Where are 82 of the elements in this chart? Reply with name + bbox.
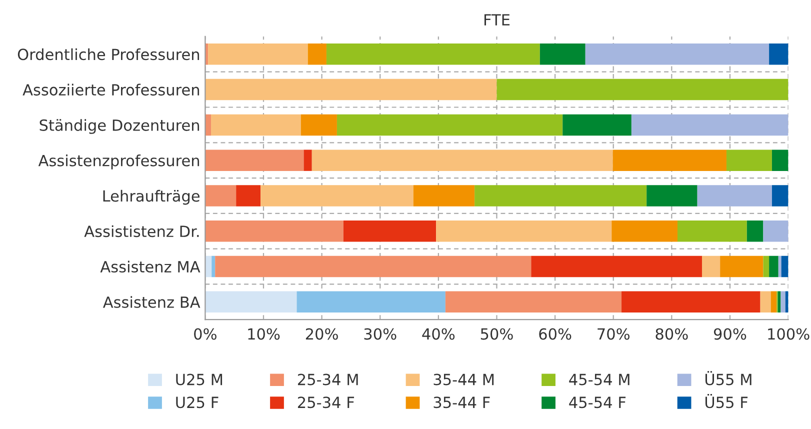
y-tick-label: Ordentliche Professuren [18, 48, 200, 60]
bar [436, 220, 612, 242]
x-tick-label: 40% [422, 328, 455, 340]
bar [205, 114, 212, 136]
legend-label: 45-54 F [569, 396, 626, 408]
x-tick-label: 10% [248, 328, 280, 340]
bar [760, 291, 771, 313]
y-tick-label: Assististenz Dr. [84, 225, 199, 238]
y-tick-label: Assistenz MA [100, 260, 200, 273]
bar [646, 185, 698, 206]
bar [260, 185, 414, 206]
bar [746, 220, 764, 242]
legend-label: U25 F [176, 396, 218, 408]
bar [772, 185, 788, 206]
bar [205, 185, 236, 206]
x-tick-label: 20% [306, 328, 338, 340]
bar [215, 256, 532, 278]
bar [474, 185, 647, 206]
x-tick-label: 50% [480, 328, 513, 340]
bar [205, 220, 344, 242]
bar [205, 150, 304, 171]
bar [702, 256, 720, 278]
bar [336, 114, 563, 136]
legend-label: 45-54 M [569, 374, 630, 386]
bar [413, 185, 475, 206]
bar [769, 256, 778, 278]
legend-label: 35-44 M [434, 374, 494, 386]
legend-label: U25 M [176, 374, 222, 386]
bar [312, 150, 613, 171]
bar [205, 78, 497, 100]
bar [205, 291, 297, 313]
bar [763, 220, 788, 242]
bar [208, 44, 308, 65]
bar [622, 291, 760, 313]
bar [496, 78, 788, 100]
bar [631, 114, 788, 136]
y-tick-label: Ständige Dozenturen [40, 119, 200, 134]
legend-label: Ü55 F [705, 394, 748, 408]
bar [585, 44, 770, 65]
bar [772, 150, 788, 171]
bar [205, 256, 212, 278]
bar [300, 114, 337, 136]
legend-label: 25-34 F [298, 396, 354, 408]
bar [778, 256, 782, 278]
bar [720, 256, 764, 278]
legend-label: 25-34 M [298, 374, 358, 386]
bar [211, 114, 301, 136]
y-tick-label: Assistenzprofessuren [38, 154, 200, 170]
bar [770, 291, 777, 313]
bar [781, 256, 788, 278]
chart-title: FTE [484, 14, 510, 26]
bar [296, 291, 446, 313]
bar [531, 256, 702, 278]
bar [763, 256, 770, 278]
bar [697, 185, 772, 206]
x-tick-label: 30% [364, 328, 396, 340]
x-tick-label: 80% [656, 328, 688, 340]
bar [236, 185, 261, 206]
bar [780, 291, 786, 313]
x-tick-label: 100% [768, 328, 810, 340]
legend-label: Ü55 M [705, 371, 752, 386]
bar [212, 256, 216, 278]
x-tick-label: 90% [714, 328, 746, 340]
x-tick-label: 70% [598, 328, 630, 340]
x-tick-label: 60% [539, 328, 572, 340]
x-tick-label: 0% [194, 328, 216, 340]
bar [326, 44, 540, 65]
y-tick-label: Lehraufträge [103, 190, 200, 205]
bar [540, 44, 586, 65]
bar [304, 150, 312, 171]
bar [343, 220, 436, 242]
bar [726, 150, 772, 171]
legend-label: 35-44 F [434, 396, 490, 408]
y-tick-label: Assistenz BA [102, 296, 200, 308]
bar [678, 220, 747, 242]
y-tick-label: Assoziierte Professuren [22, 84, 200, 96]
bar [445, 291, 622, 313]
bar [562, 114, 632, 136]
bar [769, 44, 788, 65]
bar [612, 150, 726, 171]
bar [612, 220, 678, 242]
bar [308, 44, 326, 65]
